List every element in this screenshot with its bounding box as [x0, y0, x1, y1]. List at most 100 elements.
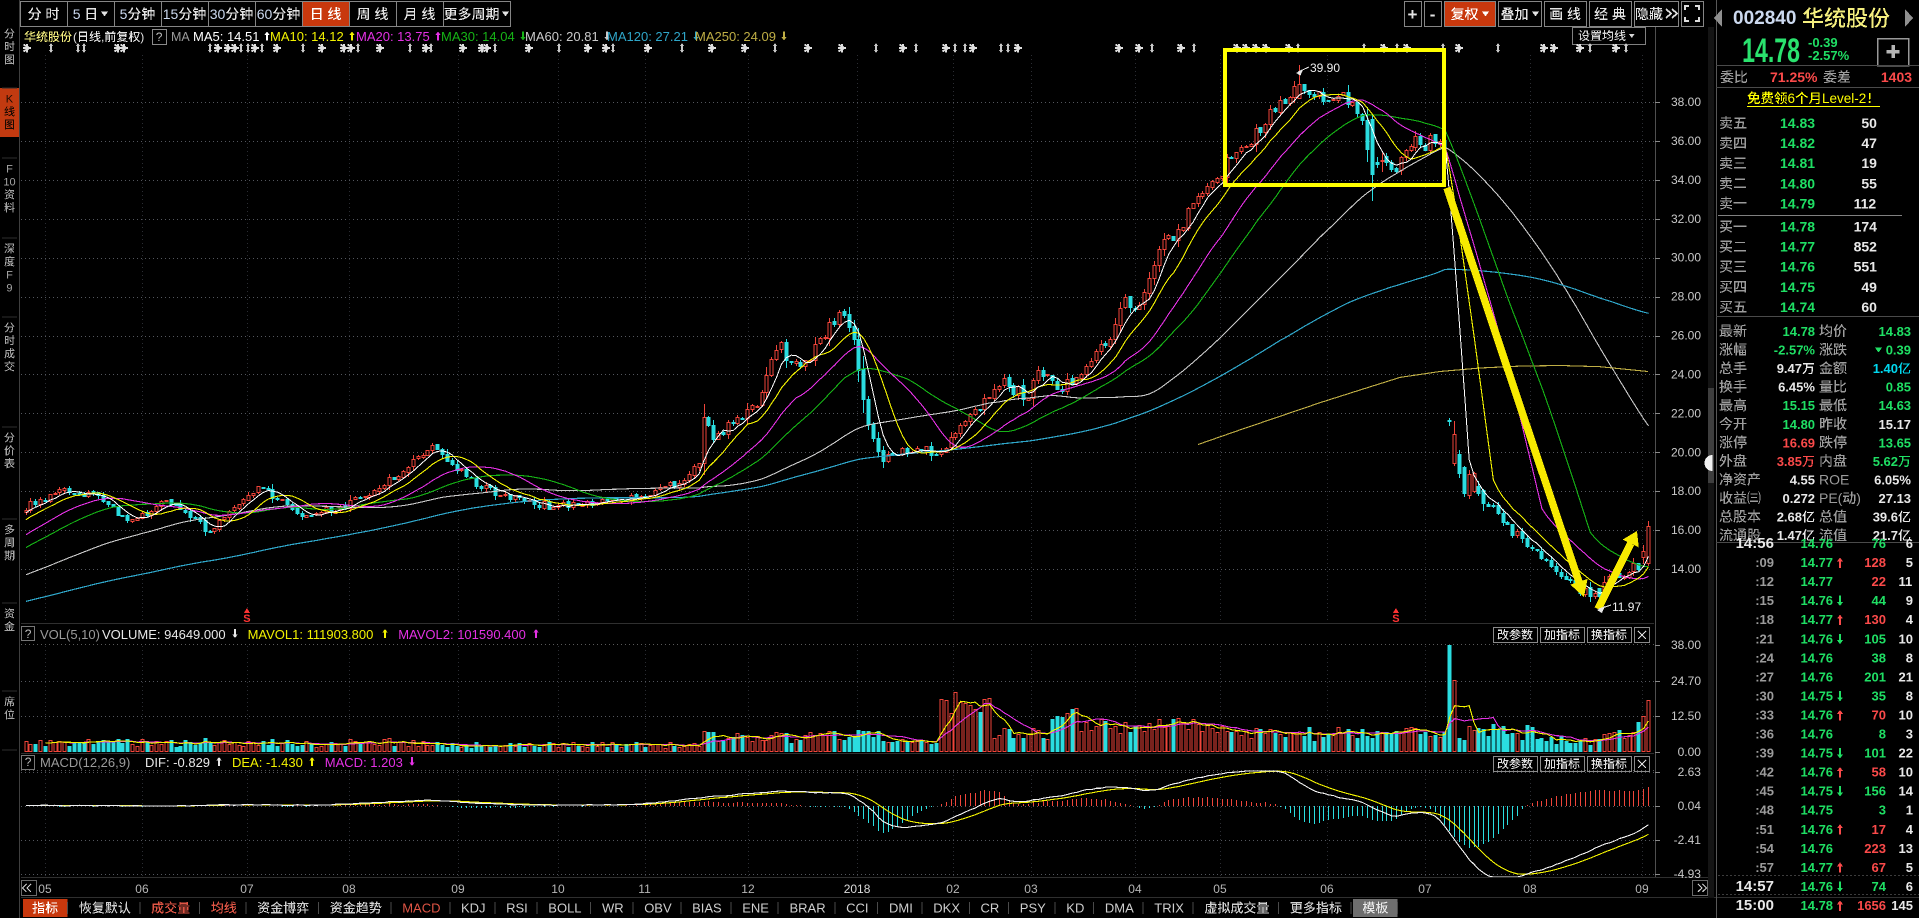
svg-text:14.80: 14.80: [1780, 175, 1815, 191]
svg-text:3.85: 3.85: [1777, 454, 1802, 469]
svg-text:15.15: 15.15: [1783, 398, 1816, 413]
svg-text:MACD(12,26,9): MACD(12,26,9): [40, 755, 130, 770]
svg-text:32.00: 32.00: [1671, 212, 1701, 226]
svg-text:14.75: 14.75: [1801, 746, 1834, 761]
svg-text:6: 6: [257, 6, 265, 22]
svg-text:Level-2: Level-2: [1822, 91, 1866, 106]
svg-text:49: 49: [1861, 279, 1877, 295]
svg-text:5.62: 5.62: [1873, 454, 1898, 469]
svg-text::33: :33: [1755, 707, 1774, 722]
svg-text:09: 09: [1635, 882, 1649, 896]
svg-text:06: 06: [135, 882, 149, 896]
svg-text:39.6: 39.6: [1873, 510, 1898, 525]
svg-text:16.00: 16.00: [1671, 523, 1701, 537]
svg-text:0: 0: [218, 6, 226, 22]
svg-text:9.47: 9.47: [1777, 361, 1802, 376]
svg-text:13: 13: [1899, 841, 1913, 856]
svg-text:08: 08: [1523, 882, 1537, 896]
svg-text:KDJ: KDJ: [461, 901, 486, 916]
svg-text:128: 128: [1864, 555, 1886, 570]
svg-text:-2.41: -2.41: [1674, 833, 1702, 847]
svg-text:14.78: 14.78: [1742, 33, 1800, 70]
svg-text:28.00: 28.00: [1671, 290, 1701, 304]
svg-text:14.76: 14.76: [1780, 259, 1815, 275]
svg-text:3: 3: [1906, 727, 1913, 742]
svg-text:67: 67: [1872, 860, 1886, 875]
svg-text:34.00: 34.00: [1671, 173, 1701, 187]
svg-text:14.00: 14.00: [1671, 562, 1701, 576]
svg-text:14.79: 14.79: [1780, 195, 1815, 211]
svg-text:14.82: 14.82: [1780, 135, 1815, 151]
svg-text:21: 21: [1899, 669, 1913, 684]
svg-text:47: 47: [1861, 135, 1877, 151]
svg-text:F: F: [6, 163, 13, 175]
svg-text:-2.57%: -2.57%: [1808, 48, 1850, 63]
svg-text:2.68: 2.68: [1777, 510, 1802, 525]
svg-text:14.76: 14.76: [1801, 727, 1834, 742]
svg-text::48: :48: [1755, 803, 1774, 818]
svg-text:DKX: DKX: [933, 901, 960, 916]
svg-text:14:57: 14:57: [1736, 878, 1774, 895]
svg-text:30.00: 30.00: [1671, 251, 1701, 265]
svg-text:14.76: 14.76: [1801, 765, 1834, 780]
svg-text::54: :54: [1755, 841, 1775, 856]
svg-text:130: 130: [1864, 612, 1886, 627]
svg-text:14.77: 14.77: [1801, 612, 1834, 627]
svg-text:MA120: 27.21: MA120: 27.21: [607, 29, 688, 44]
svg-text::30: :30: [1755, 688, 1774, 703]
svg-text:19: 19: [1861, 155, 1877, 171]
svg-text:9: 9: [1906, 593, 1913, 608]
svg-text:F: F: [6, 269, 13, 281]
svg-text:10: 10: [1899, 707, 1913, 722]
svg-text:112: 112: [1854, 195, 1877, 211]
svg-text:14.77: 14.77: [1801, 555, 1834, 570]
svg-text:22: 22: [1899, 746, 1913, 761]
svg-text:BIAS: BIAS: [692, 901, 722, 916]
svg-text:201: 201: [1864, 669, 1886, 684]
svg-text:16.69: 16.69: [1783, 435, 1816, 450]
svg-text:1403: 1403: [1881, 69, 1912, 85]
svg-text:002840: 002840: [1733, 8, 1796, 29]
svg-text:): ): [140, 30, 144, 44]
svg-text:14.78: 14.78: [1780, 219, 1815, 235]
svg-text:1.40: 1.40: [1873, 361, 1898, 376]
svg-text:PE(: PE(: [1819, 490, 1843, 506]
svg-text:14.63: 14.63: [1879, 398, 1912, 413]
svg-text:145: 145: [1891, 898, 1913, 913]
svg-text:15.17: 15.17: [1879, 417, 1912, 432]
svg-text::51: :51: [1755, 822, 1774, 837]
svg-text:14.83: 14.83: [1879, 324, 1912, 339]
svg-text:DMI: DMI: [889, 901, 913, 916]
svg-text:24.70: 24.70: [1671, 674, 1701, 688]
svg-text:14.75: 14.75: [1801, 803, 1834, 818]
svg-text:DEA: -1.430: DEA: -1.430: [232, 755, 303, 770]
svg-text:36.00: 36.00: [1671, 134, 1701, 148]
svg-text:26.00: 26.00: [1671, 329, 1701, 343]
svg-text:MA30: 14.04: MA30: 14.04: [441, 29, 515, 44]
svg-text:14.75: 14.75: [1801, 784, 1834, 799]
svg-text:55: 55: [1861, 175, 1877, 191]
svg-text:5: 5: [1906, 555, 1913, 570]
svg-text:14.74: 14.74: [1780, 299, 1815, 315]
svg-text:MACD: MACD: [402, 901, 440, 916]
svg-text:2018: 2018: [844, 882, 871, 896]
svg-text:14: 14: [1899, 784, 1914, 799]
svg-text:8: 8: [1906, 650, 1913, 665]
svg-text:14.83: 14.83: [1780, 115, 1815, 131]
svg-text:PSY: PSY: [1020, 901, 1046, 916]
svg-text:09: 09: [451, 882, 465, 896]
svg-text:14.76: 14.76: [1801, 631, 1834, 646]
svg-text:0.39: 0.39: [1886, 343, 1911, 358]
svg-text:BRAR: BRAR: [790, 901, 826, 916]
svg-text:05: 05: [38, 882, 52, 896]
svg-text:VOLUME: 94649.000: VOLUME: 94649.000: [102, 627, 226, 642]
svg-text:-2.57%: -2.57%: [1774, 343, 1816, 358]
svg-text:0: 0: [265, 6, 273, 22]
svg-text:MAVOL1: 111903.800: MAVOL1: 111903.800: [248, 627, 374, 642]
svg-text:14.77: 14.77: [1801, 574, 1834, 589]
svg-text:58: 58: [1872, 765, 1886, 780]
svg-text:223: 223: [1864, 841, 1886, 856]
svg-text:0.04: 0.04: [1678, 799, 1702, 813]
svg-text:MA20: 13.75: MA20: 13.75: [356, 29, 430, 44]
svg-text:MACD: 1.203: MACD: 1.203: [325, 755, 403, 770]
